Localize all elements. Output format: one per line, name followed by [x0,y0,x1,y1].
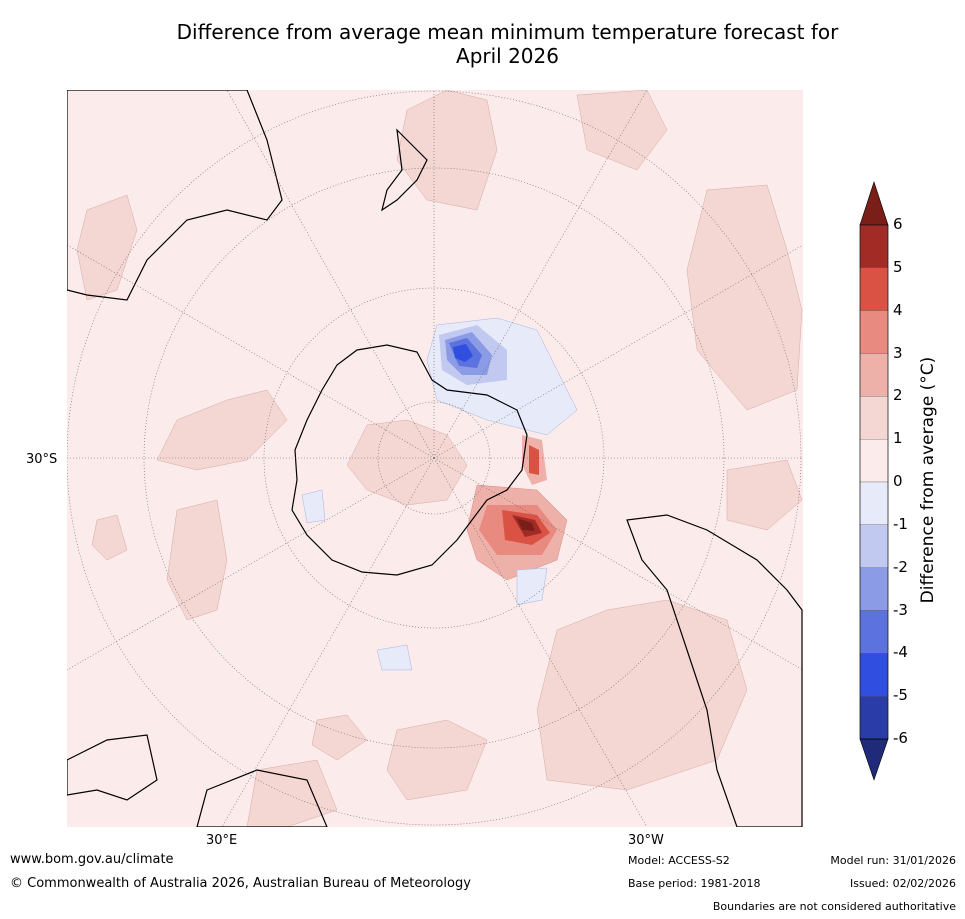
colorbar-level [859,610,889,654]
colorbar-level [859,524,889,568]
colorbar-over-arrow [859,181,889,226]
map-title: Difference from average mean minimum tem… [60,20,955,68]
australia-coastline [67,90,283,301]
colorbar-tick: 2 [893,386,903,405]
footer-base-period: Base period: 1981-2018 [628,877,761,890]
footer-model-run: Model run: 31/01/2026 [830,854,956,867]
polar-map [67,90,803,827]
colorbar-tick: -4 [893,643,908,662]
colorbar-tick: 3 [893,343,903,362]
colorbar-frame [859,224,889,740]
title-line-2: April 2026 [456,44,559,68]
colorbar-tick: 1 [893,429,903,448]
colorbar-levels [859,224,889,740]
antarctica-coastline [291,344,528,576]
footer-disclaimer: Boundaries are not considered authoritat… [712,900,956,913]
colorbar-under-arrow [859,738,889,781]
colorbar-tick: -5 [893,686,908,705]
colorbar-level [859,439,889,483]
colorbar-tick: 0 [893,472,903,490]
longitude-label-30e: 30°E [206,833,238,848]
south-america-coastline [626,514,803,827]
colorbar-tick: -2 [893,557,908,576]
colorbar-tick: 6 [893,215,903,233]
anomaly-1-2-patches [76,90,803,827]
footer-model: Model: ACCESS-S2 [628,854,730,867]
latitude-label-30s: 30°S [26,452,58,467]
new-zealand-coastline [381,128,428,212]
colorbar-level [859,696,889,740]
map-svg [67,90,803,827]
colorbar-title: Difference from average (°C) [918,356,938,604]
longitude-label-30w: 30°W [628,833,664,848]
colorbar-level [859,267,889,311]
footer-url[interactable]: www.bom.gov.au/climate [10,852,174,867]
colorbar [850,180,960,785]
colorbar-level [859,224,889,268]
colorbar-svg [859,181,889,781]
colorbar-level [859,353,889,397]
colorbar-level [859,567,889,611]
colorbar-tick: -1 [893,514,908,533]
colorbar-tick: -6 [893,729,908,747]
colorbar-level [859,396,889,440]
footer-issued: Issued: 02/02/2026 [849,877,956,890]
colorbar-tick: 5 [893,257,903,276]
footer-copyright: © Commonwealth of Australia 2026, Austra… [10,876,471,891]
africa-coastline [67,734,328,827]
colorbar-tick: -3 [893,600,908,619]
colorbar-tick: 4 [893,300,903,319]
colorbar-level [859,310,889,354]
title-line-1: Difference from average mean minimum tem… [176,20,839,44]
colorbar-level [859,481,889,525]
colorbar-level [859,653,889,697]
meridians [67,90,803,827]
peninsula-warm-anomaly [466,435,568,581]
